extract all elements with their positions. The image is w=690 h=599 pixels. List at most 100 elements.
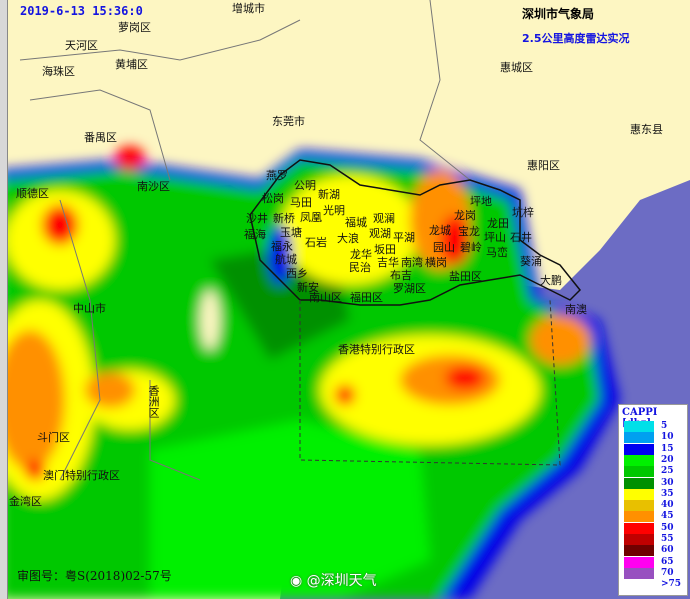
place-label: 沙井	[246, 212, 268, 225]
place-label: 玉塘	[280, 226, 302, 239]
place-label: 福海	[244, 228, 266, 241]
agency-title: 深圳市气象局	[522, 7, 595, 21]
legend-label: 25	[661, 466, 674, 477]
place-label: 天河区	[65, 39, 98, 52]
legend-swatch	[624, 534, 654, 545]
legend-label: 40	[661, 500, 674, 511]
place-label: 观澜	[373, 212, 395, 225]
boundaries	[19, 0, 471, 481]
legend-swatch	[624, 488, 654, 500]
legend-swatch	[624, 522, 654, 534]
place-label: 海珠区	[42, 65, 75, 78]
place-label: 坑梓	[512, 206, 534, 219]
place-label: 布吉	[390, 269, 412, 282]
place-label: 龙华	[350, 248, 372, 261]
legend-swatch	[624, 421, 654, 432]
place-label: 新湖	[318, 188, 340, 201]
place-label: 龙岗	[454, 209, 476, 222]
product-subtitle: 2.5公里高度雷达实况	[522, 32, 630, 45]
place-label: 平湖	[393, 231, 415, 244]
place-label: 福城	[345, 216, 367, 229]
legend-swatch	[624, 545, 654, 557]
place-label: 澳门特别行政区	[43, 469, 120, 482]
place-label: 萝岗区	[118, 21, 151, 34]
legend-swatch	[624, 567, 654, 579]
place-label: 坪山	[484, 231, 506, 244]
place-label: 南澳	[565, 303, 587, 316]
legend-label: 55	[661, 534, 674, 544]
place-label: 航城	[275, 253, 297, 266]
legend-label: 20	[661, 454, 674, 465]
legend-label: >75	[661, 579, 682, 590]
place-label: 园山	[433, 241, 455, 254]
place-label: 南山区	[309, 291, 342, 304]
place-label: 坂田	[374, 243, 396, 256]
place-label: 横岗	[425, 256, 447, 269]
place-label: 顺德区	[16, 187, 49, 200]
map-approval-number: 审图号：粤S(2018)02-57号	[17, 569, 172, 583]
legend-swatch	[624, 443, 654, 455]
place-label: 吉华	[377, 256, 399, 269]
place-label: 民治	[349, 261, 371, 274]
place-label: 西乡	[286, 267, 308, 280]
place-label: 香洲区	[147, 385, 160, 418]
place-label: 石井	[510, 231, 532, 244]
weibo-icon: ◉	[290, 573, 307, 589]
timestamp: 2019-6-13 15:36:0	[20, 4, 143, 18]
place-label: 新桥	[273, 212, 295, 225]
place-label: 香港特别行政区	[338, 343, 415, 356]
place-label: 龙城	[429, 224, 451, 237]
place-label: 惠阳区	[527, 159, 560, 172]
place-label: 坪地	[470, 195, 492, 208]
place-label: 龙田	[487, 217, 509, 230]
legend-swatch	[624, 477, 654, 489]
place-label: 大浪	[337, 232, 359, 245]
place-label: 罗湖区	[393, 282, 426, 295]
place-label: 松岗	[262, 192, 284, 205]
left-scroll-edge	[0, 0, 8, 599]
place-label: 南沙区	[137, 180, 170, 193]
place-label: 惠东县	[630, 123, 663, 136]
legend-label: 50	[661, 522, 674, 533]
place-label: 增城市	[232, 2, 265, 15]
weibo-watermark: ◉ @深圳天气	[290, 570, 377, 590]
place-label: 中山市	[73, 302, 106, 315]
legend-swatch	[624, 556, 654, 568]
legend-swatch	[624, 511, 654, 523]
place-label: 惠城区	[500, 61, 533, 74]
radar-echoes	[0, 146, 620, 599]
place-label: 黄埔区	[115, 58, 148, 71]
place-label: 凤凰	[300, 211, 322, 224]
place-label: 福田区	[350, 291, 383, 304]
place-label: 大鹏	[540, 274, 562, 287]
place-label: 马田	[290, 196, 312, 209]
place-label: 南湾	[401, 256, 423, 269]
place-label: 光明	[323, 204, 345, 217]
legend-label: 5	[661, 421, 668, 431]
place-label: 东莞市	[272, 115, 305, 128]
place-label: 马峦	[486, 246, 508, 259]
place-label: 盐田区	[449, 270, 482, 283]
legend-swatch	[624, 500, 654, 512]
place-label: 斗门区	[37, 431, 70, 444]
dbz-legend: CAPPI [dbz] 510152025303540455055606570>…	[618, 404, 688, 596]
place-label: 福永	[271, 240, 293, 253]
legend-swatch	[624, 579, 654, 591]
legend-swatch	[624, 432, 654, 444]
legend-label: 15	[661, 443, 674, 454]
shenzhen-border	[249, 159, 582, 306]
legend-label: 65	[661, 556, 674, 567]
hk-border	[299, 299, 561, 466]
legend-swatch	[624, 466, 654, 478]
place-label: 石岩	[305, 236, 327, 249]
legend-label: 45	[661, 511, 674, 522]
legend-swatch	[624, 454, 654, 466]
place-label: 番禺区	[84, 131, 117, 144]
place-label: 观湖	[369, 227, 391, 240]
legend-label: 60	[661, 545, 674, 556]
place-label: 碧岭	[460, 241, 482, 254]
place-label: 宝龙	[458, 225, 480, 238]
place-label: 金湾区	[9, 495, 42, 508]
legend-label: 30	[661, 477, 674, 488]
